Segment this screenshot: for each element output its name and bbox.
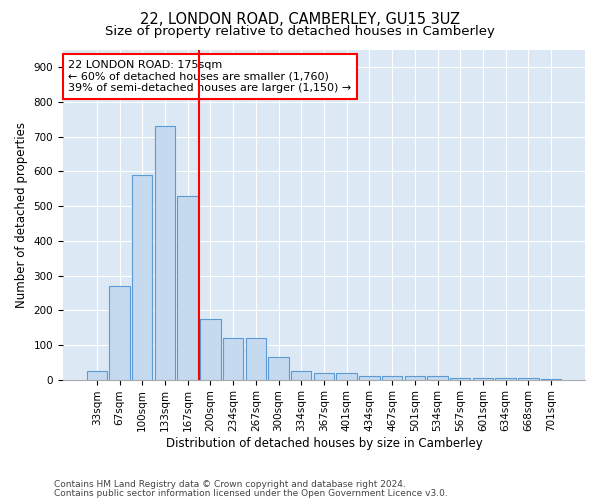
Bar: [155, 126, 175, 380]
Bar: [427, 376, 448, 380]
Text: Contains public sector information licensed under the Open Government Licence v3: Contains public sector information licen…: [54, 488, 448, 498]
Bar: [518, 378, 539, 380]
Bar: [132, 175, 152, 380]
Bar: [178, 196, 198, 380]
Text: 22 LONDON ROAD: 175sqm
← 60% of detached houses are smaller (1,760)
39% of semi-: 22 LONDON ROAD: 175sqm ← 60% of detached…: [68, 60, 352, 93]
Text: 22, LONDON ROAD, CAMBERLEY, GU15 3UZ: 22, LONDON ROAD, CAMBERLEY, GU15 3UZ: [140, 12, 460, 28]
Bar: [473, 378, 493, 380]
Text: Contains HM Land Registry data © Crown copyright and database right 2024.: Contains HM Land Registry data © Crown c…: [54, 480, 406, 489]
Bar: [337, 372, 357, 380]
Bar: [86, 371, 107, 380]
Bar: [496, 378, 516, 380]
Bar: [450, 378, 470, 380]
X-axis label: Distribution of detached houses by size in Camberley: Distribution of detached houses by size …: [166, 437, 482, 450]
Bar: [200, 319, 221, 380]
Bar: [359, 376, 380, 380]
Bar: [541, 378, 561, 380]
Bar: [314, 372, 334, 380]
Bar: [109, 286, 130, 380]
Bar: [382, 376, 403, 380]
Bar: [404, 376, 425, 380]
Bar: [291, 371, 311, 380]
Text: Size of property relative to detached houses in Camberley: Size of property relative to detached ho…: [105, 25, 495, 38]
Bar: [245, 338, 266, 380]
Bar: [268, 357, 289, 380]
Y-axis label: Number of detached properties: Number of detached properties: [15, 122, 28, 308]
Bar: [223, 338, 244, 380]
